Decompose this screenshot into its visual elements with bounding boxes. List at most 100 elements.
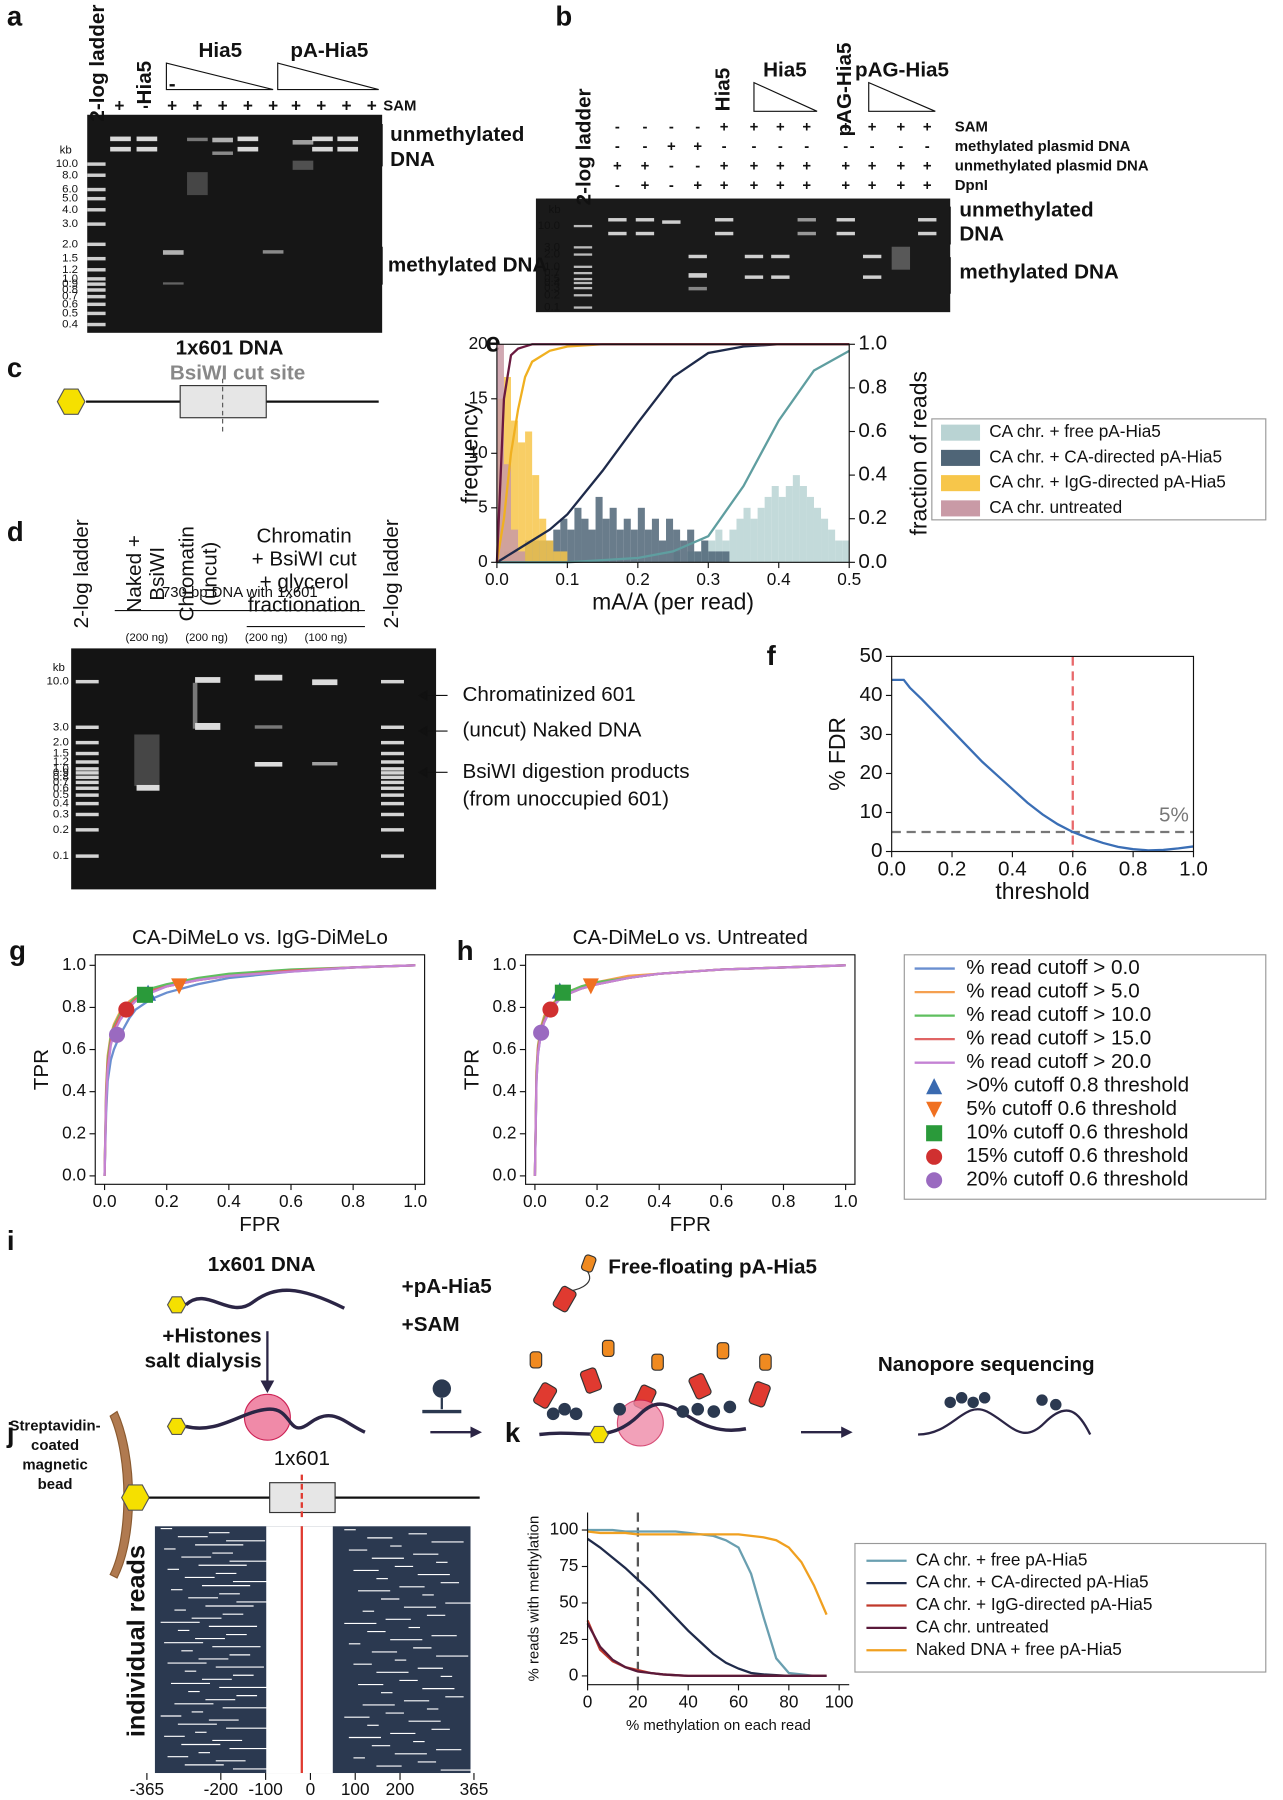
x-tick-label: 80 xyxy=(779,1692,798,1712)
legend-box xyxy=(854,1542,1267,1673)
sign: + xyxy=(896,119,905,135)
ladder-band xyxy=(87,322,106,327)
ladder-band xyxy=(380,679,404,684)
sign: + xyxy=(114,95,124,115)
x-tick-label: 100 xyxy=(341,1779,370,1799)
ladder-band xyxy=(75,751,99,756)
point xyxy=(582,978,599,995)
ladder-band xyxy=(573,265,593,268)
kb-unit: kb xyxy=(549,204,561,216)
histogram-bar xyxy=(701,540,709,563)
sign: - xyxy=(722,139,727,155)
panel-label: g xyxy=(9,935,26,966)
kb-label: 6.0 xyxy=(62,184,78,196)
point xyxy=(171,978,188,995)
kb-label: 0.2 xyxy=(544,289,560,301)
x-tick-label: 0 xyxy=(583,1692,593,1712)
x-axis-label: FPR xyxy=(670,1213,711,1236)
histogram-bar xyxy=(680,540,688,563)
histogram-bar xyxy=(553,529,561,563)
ladder-band xyxy=(380,793,404,797)
histogram-bar xyxy=(722,540,730,563)
x-tick-label: 100 xyxy=(825,1692,854,1712)
gradient-wedge xyxy=(868,81,936,112)
kb-label: 10.0 xyxy=(47,676,69,688)
ladder-band xyxy=(380,725,404,729)
histogram-bar xyxy=(842,540,850,563)
kb-label: 1.2 xyxy=(53,756,69,768)
amount: (100 ng) xyxy=(305,632,348,644)
legend-label: 20% cutoff 0.6 threshold xyxy=(966,1168,1188,1191)
histogram-bar xyxy=(694,551,702,563)
histogram-bar xyxy=(715,551,723,563)
y-tick-label: 0.0 xyxy=(492,1164,516,1184)
annotation: unmethylated xyxy=(390,123,524,146)
series-line xyxy=(533,964,846,1176)
series-line xyxy=(586,1537,827,1678)
ladder-band xyxy=(75,767,99,771)
gel-a xyxy=(87,114,383,333)
kb-label: 0.4 xyxy=(62,319,79,331)
series-line xyxy=(533,964,846,1176)
sign: + xyxy=(750,158,759,174)
x-axis-label: % methylation on each read xyxy=(626,1718,811,1734)
kb-label: 4.0 xyxy=(62,204,78,216)
annotation: unmethylated xyxy=(959,199,1093,222)
y-tick-label: 20 xyxy=(860,761,883,784)
legend-marker xyxy=(926,1101,943,1118)
y-tick-label: 40 xyxy=(860,683,883,706)
ladder-band xyxy=(87,196,106,201)
legend-label: % read cutoff > 10.0 xyxy=(966,1003,1151,1026)
x-tick-label: -200 xyxy=(204,1779,238,1799)
sign: - xyxy=(615,178,620,194)
legend-box xyxy=(931,418,1267,521)
histogram-bar xyxy=(708,551,716,563)
gel-a-bands xyxy=(110,136,359,285)
ladder-band xyxy=(87,187,106,192)
y-tick-label: 0.4 xyxy=(62,1080,86,1100)
y-tick-label: 0 xyxy=(569,1664,579,1684)
series-line xyxy=(891,678,1194,852)
sign: + xyxy=(342,95,352,115)
legend-label: % read cutoff > 15.0 xyxy=(966,1027,1151,1050)
sign: + xyxy=(720,119,729,135)
sign: + xyxy=(243,95,253,115)
x-axis-label: threshold xyxy=(995,878,1089,904)
histogram-bar xyxy=(764,496,772,563)
sign: - xyxy=(669,158,674,174)
ladder-band xyxy=(87,268,106,272)
histogram-bar xyxy=(757,507,765,563)
group-label: Hia5 xyxy=(199,39,243,62)
ladder-band xyxy=(380,740,404,745)
x-tick-label: 20 xyxy=(628,1692,647,1712)
gel-b-bands xyxy=(608,218,937,291)
bead-label: coated xyxy=(31,1438,79,1454)
histogram-bar xyxy=(510,529,519,563)
sign: - xyxy=(615,139,620,155)
ladder-band xyxy=(380,854,404,858)
kb-label: 0.1 xyxy=(53,850,69,862)
kb-label: 1.0 xyxy=(53,763,69,775)
ladder-band xyxy=(87,256,106,261)
legend-marker xyxy=(926,1078,943,1095)
x-tick-label: 0.5 xyxy=(837,569,861,589)
biotin xyxy=(56,388,86,415)
ladder-band xyxy=(87,222,106,226)
kb-label: 0.4 xyxy=(53,798,70,810)
schematic-i xyxy=(166,1254,1092,1447)
x-tick-label: 0.0 xyxy=(523,1191,547,1211)
y-tick-label: 100 xyxy=(550,1519,579,1539)
ladder-band xyxy=(75,679,99,684)
sign: - xyxy=(925,139,930,155)
y2-tick-label: 0.4 xyxy=(858,463,887,486)
legend-swatch xyxy=(941,475,981,492)
kb-unit: kb xyxy=(60,144,72,156)
ladder-band xyxy=(75,725,99,729)
legend-marker xyxy=(926,1125,943,1142)
y-tick-label: 10 xyxy=(469,442,488,462)
y2-tick-label: 0.8 xyxy=(858,375,887,398)
histogram-bar xyxy=(743,507,751,563)
reference-label: 5% xyxy=(1159,803,1189,826)
histogram-bar xyxy=(510,420,519,563)
y-axis-label: frequency xyxy=(457,402,483,503)
